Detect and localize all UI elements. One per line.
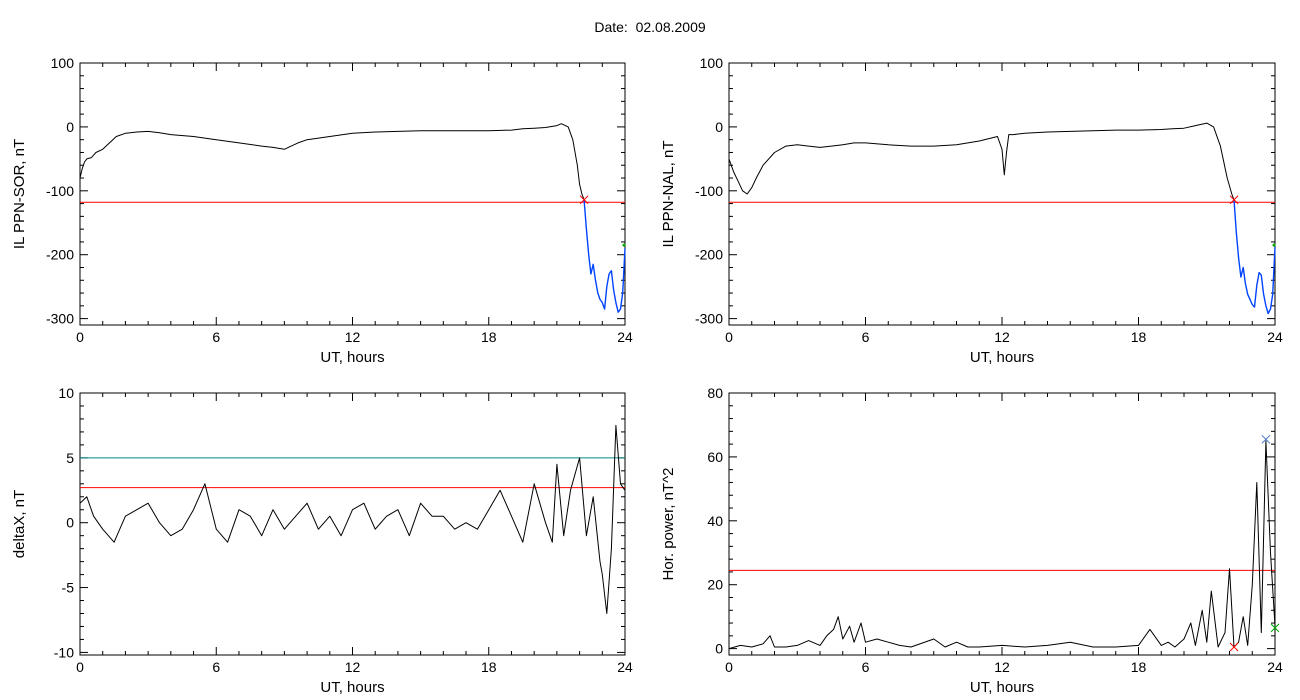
- x-tick-label: 6: [212, 329, 220, 345]
- x-axis-label: UT, hours: [970, 679, 1034, 696]
- y-tick-label: -300: [46, 311, 74, 327]
- y-tick-label: -300: [695, 311, 723, 327]
- y-tick-label: 10: [58, 385, 74, 401]
- chart-panel-2: 0 6 12 18 24 100 0 -100 -200 -300 UT, hours IL PPN-…: [660, 55, 1283, 366]
- plot-frame: [79, 62, 626, 326]
- y-tick-label: 100: [51, 55, 75, 71]
- x-tick-label: 24: [617, 329, 633, 345]
- plot-frame: [728, 62, 1276, 326]
- y-tick-label: 5: [66, 450, 74, 466]
- y-tick-label: -100: [695, 183, 723, 199]
- y-tick-label: 0: [66, 119, 74, 135]
- chart-panel-4: 0 6 12 18 24 80 60 40 20 0 UT, hours Hor. power, nT…: [660, 385, 1283, 696]
- x-tick-label: 12: [345, 659, 361, 675]
- x-tick-label: 0: [725, 329, 733, 345]
- y-tick-label: -5: [62, 580, 75, 596]
- y-tick-label: 0: [715, 641, 723, 657]
- x-tick-label: 12: [345, 329, 361, 345]
- x-tick-label: 24: [1267, 329, 1283, 345]
- y-tick-label: 40: [707, 513, 723, 529]
- series-line-2: [583, 199, 626, 313]
- x-tick-label: 6: [212, 659, 220, 675]
- x-axis-label: UT, hours: [320, 349, 384, 366]
- x-tick-label: 0: [725, 659, 733, 675]
- y-tick-label: -200: [695, 247, 723, 263]
- threshold-crossing-marker: [1229, 195, 1239, 205]
- x-axis-label: UT, hours: [320, 679, 384, 696]
- chart-panel-3: 0 6 12 18 24 10 5 0 -5 -10 UT, hours deltaX, nT: [11, 385, 633, 696]
- series-line-1: [79, 123, 585, 200]
- x-tick-label: 18: [1131, 659, 1147, 675]
- x-tick-label: 18: [1131, 329, 1147, 345]
- threshold-crossing-marker: [579, 195, 589, 205]
- x-tick-label: 18: [481, 329, 497, 345]
- x-tick-label: 6: [862, 659, 870, 675]
- y-tick-label: 0: [715, 119, 723, 135]
- series-line-1: [728, 122, 1235, 200]
- x-tick-label: 0: [76, 659, 84, 675]
- x-tick-label: 12: [994, 329, 1010, 345]
- y-axis-label: IL PPN-NAL, nT: [660, 141, 677, 248]
- marker-2: [1229, 642, 1239, 652]
- x-tick-label: 24: [1267, 659, 1283, 675]
- y-tick-label: -10: [54, 644, 74, 660]
- x-axis-label: UT, hours: [970, 349, 1034, 366]
- plot-frame: [728, 392, 1276, 656]
- x-tick-label: 0: [76, 329, 84, 345]
- y-axis-label: deltaX, nT: [11, 490, 28, 558]
- y-tick-label: 80: [707, 385, 723, 401]
- plot-frame: [79, 392, 626, 656]
- chart-panel-1: 0 6 12 18 24 100 0 -100 -200 -300 UT, hours IL PPN-…: [11, 55, 633, 366]
- y-axis-label: Hor. power, nT^2: [660, 468, 677, 581]
- y-tick-label: 20: [707, 577, 723, 593]
- series-line-1: [728, 440, 1276, 650]
- series-line-1: [79, 424, 626, 614]
- x-tick-label: 24: [617, 659, 633, 675]
- x-tick-label: 12: [994, 659, 1010, 675]
- marker-3: [1270, 623, 1280, 633]
- marker-1: [1261, 434, 1271, 444]
- extra-point-1: [622, 243, 626, 247]
- x-tick-label: 6: [862, 329, 870, 345]
- y-tick-label: 100: [700, 55, 724, 71]
- y-tick-label: -200: [46, 247, 74, 263]
- x-tick-label: 18: [481, 659, 497, 675]
- y-tick-label: 0: [66, 515, 74, 531]
- extra-point-1: [1272, 243, 1276, 247]
- series-line-2: [1233, 199, 1276, 315]
- y-tick-label: 60: [707, 449, 723, 465]
- figure-title: Date: 02.08.2009: [594, 19, 706, 35]
- y-tick-label: -100: [46, 183, 74, 199]
- y-axis-label: IL PPN-SOR, nT: [11, 139, 28, 249]
